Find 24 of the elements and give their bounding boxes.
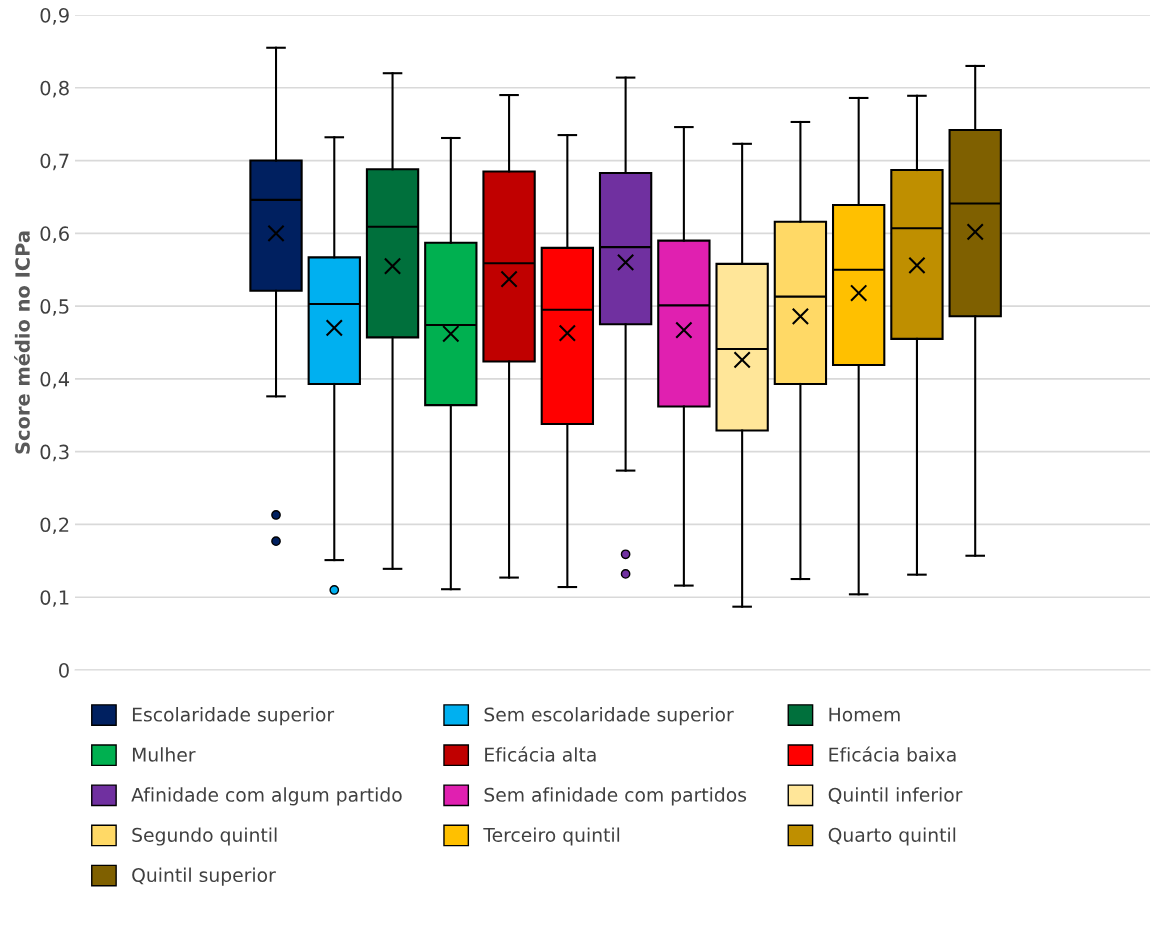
y-tick-label: 0,3: [40, 444, 69, 462]
y-tick-label: 0,8: [40, 80, 69, 98]
legend-label: Afinidade com algum partido: [131, 787, 402, 806]
y-tick-label: 0,4: [40, 371, 70, 389]
y-tick-label: 0,1: [40, 590, 69, 607]
y-tick-label: 0,9: [40, 7, 69, 25]
legend-label: Escolaridade superior: [132, 707, 335, 726]
legend-label: Quintil inferior: [828, 787, 963, 804]
legend-label: Segundo quintil: [132, 827, 277, 846]
y-tick-label: 0,5: [40, 299, 69, 316]
y-tick-label: 0,7: [40, 153, 69, 171]
legend-label: Eficácia baixa: [829, 746, 956, 762]
y-tick-label: 0: [59, 662, 69, 678]
legend-label: Sem escolaridade superior: [484, 707, 734, 726]
legend-label: Terceiro quintil: [483, 827, 620, 846]
y-axis-title: Score médio no ICPa: [14, 231, 30, 454]
y-tick-label: 0,2: [40, 517, 69, 535]
y-tick-label: 0,6: [40, 226, 69, 243]
legend-label: Quarto quintil: [828, 827, 956, 846]
legend-label: Quintil superior: [132, 867, 276, 886]
legend-label: Eficácia alta: [485, 746, 596, 762]
legend-label: Mulher: [132, 747, 196, 762]
legend-label: Sem afinidade com partidos: [484, 787, 747, 806]
legend-label: Homem: [829, 707, 900, 722]
